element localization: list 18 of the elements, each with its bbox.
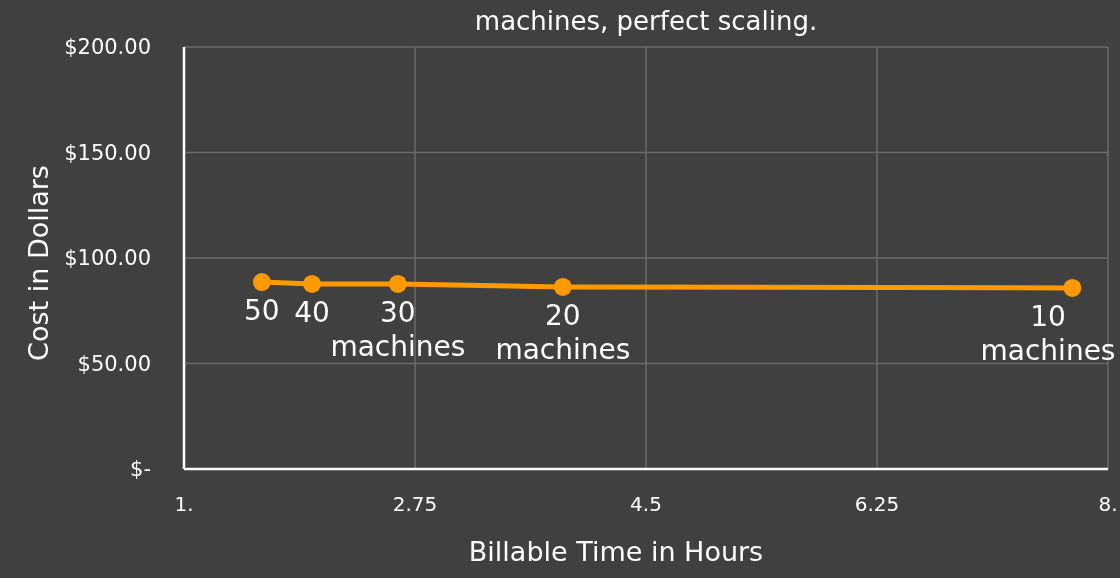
y-tick-label: $200.00 xyxy=(64,35,151,60)
x-tick-label: 2.75 xyxy=(392,492,438,516)
x-tick-label: 8. xyxy=(1098,492,1118,516)
annotation: 20 machines xyxy=(495,298,631,366)
y-tick-label: $- xyxy=(130,457,151,482)
y-tick-label: $50.00 xyxy=(77,351,151,376)
annotation: 30 machines xyxy=(330,295,466,363)
x-tick-label: 1. xyxy=(174,492,194,516)
x-axis-title: Billable Time in Hours xyxy=(468,536,764,567)
x-tick-label: 6.25 xyxy=(854,492,900,516)
y-tick-label: $150.00 xyxy=(64,140,151,165)
annotation: 40 xyxy=(294,295,330,329)
annotation: 50 xyxy=(244,294,280,328)
y-tick-label: $100.00 xyxy=(64,246,151,271)
chart-title: machines, perfect scaling. xyxy=(474,6,818,36)
x-tick-label: 4.5 xyxy=(630,492,662,516)
y-axis-title: Cost in Dollars xyxy=(23,165,54,361)
annotation: 10 machines xyxy=(980,299,1116,367)
